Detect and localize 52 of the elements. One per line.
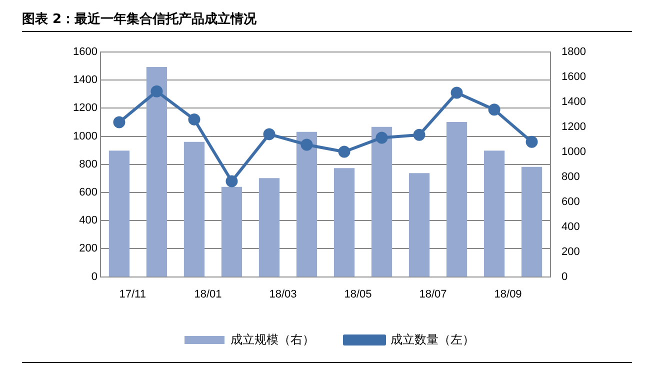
bar xyxy=(146,66,168,277)
point xyxy=(150,85,163,98)
point xyxy=(450,86,463,99)
y2-tick-label: 600 xyxy=(562,196,580,208)
y-tick-label: 800 xyxy=(79,158,98,170)
x-tick-label: 18/05 xyxy=(344,288,372,300)
point xyxy=(188,113,200,126)
x-tick-label: 17/11 xyxy=(119,288,146,300)
point xyxy=(488,104,500,116)
y-tick-label: 0 xyxy=(91,270,98,283)
y2-tick-label: 1200 xyxy=(562,120,586,133)
y-tick-label: 1400 xyxy=(72,74,98,86)
point xyxy=(526,136,538,148)
bar xyxy=(258,178,280,277)
point xyxy=(263,128,276,140)
point xyxy=(376,132,388,144)
y2-tick-label: 1400 xyxy=(562,96,586,108)
point xyxy=(413,128,426,141)
y2-tick-label: 1800 xyxy=(562,46,586,58)
x-tick-label: 18/01 xyxy=(194,288,222,300)
y-tick-label: 1200 xyxy=(72,102,98,114)
bar xyxy=(371,126,392,277)
bar xyxy=(334,168,355,277)
x-tick-label: 18/07 xyxy=(419,288,447,300)
bar xyxy=(221,186,242,277)
y2-tick-label: 200 xyxy=(562,246,580,258)
bar xyxy=(296,132,318,277)
y2-tick-label: 400 xyxy=(562,220,580,233)
x-tick-label: 18/03 xyxy=(269,288,297,300)
chart-title: 图表 2：最近一年集合信托产品成立情况 xyxy=(22,10,632,32)
y-tick-label: 200 xyxy=(79,242,98,255)
bar xyxy=(184,142,205,277)
y2-tick-label: 1600 xyxy=(562,71,586,84)
legend-label: 成立数量（左） xyxy=(390,332,474,346)
point xyxy=(226,175,238,188)
bar xyxy=(108,150,130,277)
bar xyxy=(521,166,542,277)
legend-label: 成立规模（右） xyxy=(230,332,314,346)
y-tick-label: 1000 xyxy=(72,130,98,142)
bar xyxy=(408,173,430,277)
bar xyxy=(484,150,505,277)
y2-tick-label: 0 xyxy=(562,270,568,283)
y-tick-label: 1600 xyxy=(72,46,98,58)
y2-tick-label: 800 xyxy=(562,170,580,183)
bar xyxy=(446,122,468,277)
y2-tick-label: 1000 xyxy=(562,146,586,158)
y-tick-label: 400 xyxy=(79,214,98,227)
point xyxy=(113,116,126,128)
x-tick-label: 18/09 xyxy=(494,288,522,300)
y-tick-label: 600 xyxy=(79,186,98,199)
point xyxy=(300,138,313,151)
point xyxy=(338,146,350,158)
